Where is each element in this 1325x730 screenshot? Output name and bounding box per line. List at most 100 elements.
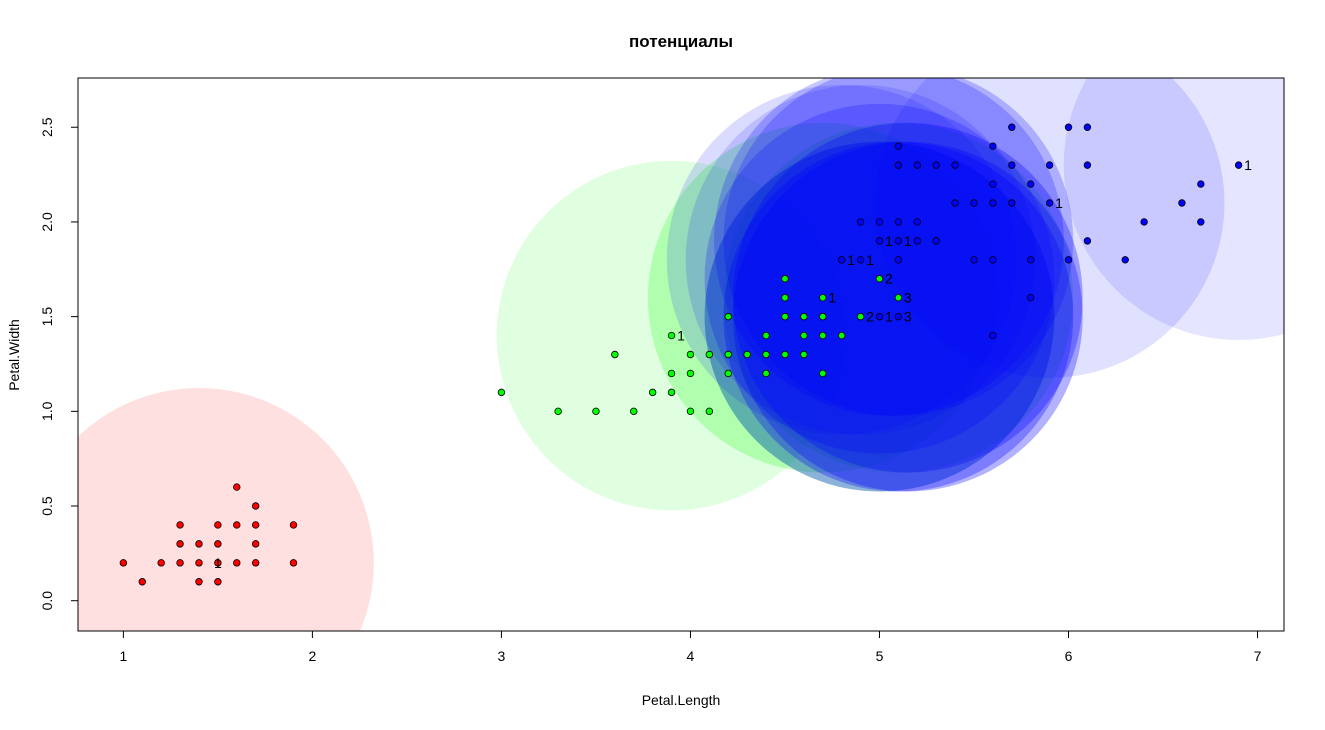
data-point-virginica bbox=[913, 237, 921, 245]
data-point-setosa bbox=[251, 521, 260, 529]
data-point-virginica bbox=[913, 218, 921, 226]
data-point-versicolor bbox=[630, 407, 638, 416]
data-point-versicolor bbox=[762, 350, 770, 359]
data-point-virginica bbox=[1234, 161, 1243, 169]
data-point-virginica bbox=[932, 161, 940, 169]
data-point-virginica bbox=[856, 256, 865, 264]
data-point-versicolor bbox=[705, 407, 714, 416]
data-point-setosa bbox=[138, 578, 146, 586]
plot-frame bbox=[77, 77, 1285, 632]
data-point-versicolor bbox=[648, 388, 657, 397]
data-point-setosa bbox=[195, 559, 203, 567]
chart-title: потенциалы bbox=[629, 32, 733, 51]
data-point-versicolor bbox=[819, 369, 827, 378]
data-point-versicolor bbox=[592, 407, 600, 416]
data-point-versicolor bbox=[667, 388, 676, 397]
data-point-versicolor bbox=[819, 331, 827, 340]
data-point-virginica bbox=[856, 218, 865, 226]
point-label: 3 bbox=[904, 309, 912, 325]
data-point-virginica bbox=[1045, 199, 1054, 207]
data-point-setosa bbox=[289, 559, 298, 567]
x-tick-label: 7 bbox=[1254, 648, 1262, 664]
data-point-versicolor bbox=[894, 293, 903, 302]
potential-circle bbox=[874, 78, 1225, 378]
potential-circle bbox=[732, 141, 1083, 492]
data-point-virginica bbox=[1008, 199, 1016, 207]
x-tick-label: 2 bbox=[308, 648, 316, 664]
data-point-virginica bbox=[875, 237, 884, 245]
data-point-virginica bbox=[894, 142, 903, 150]
data-point-setosa bbox=[195, 578, 203, 586]
data-point-virginica bbox=[989, 142, 997, 150]
data-point-versicolor bbox=[667, 331, 676, 340]
data-point-virginica bbox=[894, 256, 903, 264]
x-tick-label: 3 bbox=[498, 648, 506, 664]
data-point-virginica bbox=[875, 312, 884, 321]
data-point-virginica bbox=[1197, 218, 1205, 226]
y-tick-label: 0.5 bbox=[39, 496, 55, 516]
data-point-virginica bbox=[1140, 218, 1148, 226]
data-point-virginica bbox=[1083, 161, 1092, 169]
data-point-virginica bbox=[1027, 180, 1035, 188]
data-point-virginica bbox=[1027, 256, 1035, 264]
potential-circle bbox=[1063, 78, 1284, 340]
x-tick-label: 4 bbox=[687, 648, 695, 664]
data-point-setosa bbox=[251, 540, 260, 548]
point-label: 1 bbox=[828, 290, 836, 306]
data-point-versicolor bbox=[781, 293, 789, 302]
point-label: 1 bbox=[885, 233, 893, 249]
data-point-versicolor bbox=[686, 350, 695, 359]
data-point-virginica bbox=[970, 256, 978, 264]
data-point-versicolor bbox=[724, 350, 732, 359]
data-point-setosa bbox=[233, 559, 241, 567]
data-point-versicolor bbox=[686, 407, 695, 416]
potential-circles bbox=[78, 78, 1284, 631]
potential-circle bbox=[732, 122, 1083, 473]
data-point-virginica bbox=[1121, 256, 1129, 264]
data-point-setosa bbox=[214, 540, 222, 548]
data-point-versicolor bbox=[667, 369, 676, 378]
data-point-versicolor bbox=[856, 312, 865, 321]
data-point-versicolor bbox=[743, 350, 751, 359]
data-point-virginica bbox=[989, 256, 997, 264]
data-point-virginica bbox=[1064, 256, 1073, 264]
point-label: 1 bbox=[904, 233, 912, 249]
y-tick-label: 2.0 bbox=[39, 212, 55, 232]
data-point-virginica bbox=[1064, 123, 1073, 131]
data-point-virginica bbox=[989, 180, 997, 188]
y-tick-label: 0.0 bbox=[39, 591, 55, 611]
point-label: 2 bbox=[885, 271, 893, 287]
data-point-versicolor bbox=[819, 312, 827, 321]
data-point-virginica bbox=[989, 331, 997, 340]
data-point-virginica bbox=[1178, 199, 1186, 207]
data-points bbox=[119, 123, 1243, 586]
axes: 1 2 3 4 5 6 70.00.51.01.52.02.5 bbox=[39, 117, 1262, 664]
data-point-setosa bbox=[157, 559, 165, 567]
data-point-versicolor bbox=[686, 369, 695, 378]
data-point-virginica bbox=[1197, 180, 1205, 188]
point-label: 2 bbox=[866, 309, 874, 325]
data-point-setosa bbox=[214, 559, 222, 567]
y-tick-label: 1.5 bbox=[39, 307, 55, 327]
data-point-virginica bbox=[913, 161, 921, 169]
data-point-versicolor bbox=[800, 312, 808, 321]
data-point-setosa bbox=[289, 521, 298, 529]
point-label: 1 bbox=[866, 252, 874, 268]
data-point-versicolor bbox=[497, 388, 506, 397]
potential-circle bbox=[78, 388, 374, 631]
data-point-versicolor bbox=[781, 350, 789, 359]
data-point-versicolor bbox=[781, 275, 789, 283]
data-point-virginica bbox=[970, 199, 978, 207]
potential-circle bbox=[723, 78, 1074, 416]
point-label: 1 bbox=[1244, 157, 1252, 173]
data-point-versicolor bbox=[705, 350, 714, 359]
data-point-versicolor bbox=[611, 350, 619, 359]
data-point-virginica bbox=[1083, 123, 1092, 131]
data-point-setosa bbox=[119, 559, 128, 567]
data-point-versicolor bbox=[781, 312, 789, 321]
data-point-versicolor bbox=[800, 331, 808, 340]
potential-circle bbox=[714, 78, 1064, 416]
data-point-versicolor bbox=[800, 350, 808, 359]
data-point-setosa bbox=[195, 540, 203, 548]
data-point-virginica bbox=[837, 256, 846, 264]
